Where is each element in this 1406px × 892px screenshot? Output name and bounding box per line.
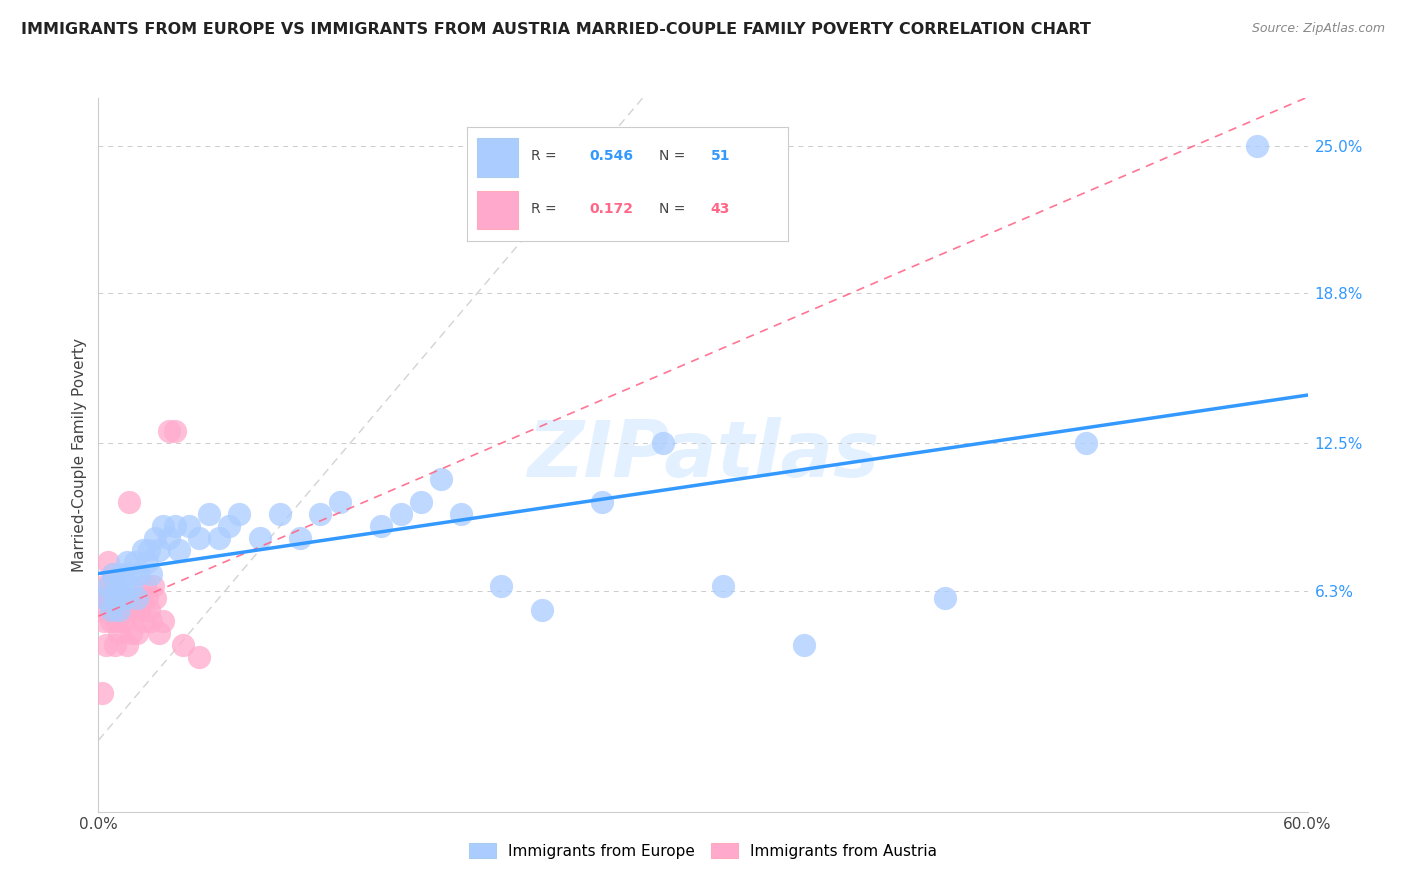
Point <box>89 602 111 616</box>
Point <box>135 555 157 569</box>
Point <box>120 626 142 640</box>
Point <box>198 508 221 522</box>
Point <box>934 591 956 605</box>
Point <box>409 495 432 509</box>
Point <box>93 579 115 593</box>
Point <box>530 602 553 616</box>
Point <box>110 602 132 616</box>
Point <box>118 566 141 581</box>
Point <box>152 519 174 533</box>
Legend: Immigrants from Europe, Immigrants from Austria: Immigrants from Europe, Immigrants from … <box>463 837 943 864</box>
Point <box>96 591 118 605</box>
Point <box>105 579 128 593</box>
Point <box>129 591 152 605</box>
Point <box>93 591 115 605</box>
Point <box>430 472 453 486</box>
Text: ZIPatlas: ZIPatlas <box>527 417 879 493</box>
Point <box>139 615 162 629</box>
Point <box>124 555 146 569</box>
Point <box>115 638 138 652</box>
Point <box>96 638 118 652</box>
Point <box>132 615 155 629</box>
Point <box>135 591 157 605</box>
Point <box>118 495 141 509</box>
Point <box>269 508 291 522</box>
Point <box>114 591 136 605</box>
Point <box>143 591 166 605</box>
Point <box>128 566 150 581</box>
Point <box>105 615 128 629</box>
Point <box>218 519 240 533</box>
Text: Source: ZipAtlas.com: Source: ZipAtlas.com <box>1251 22 1385 36</box>
Point <box>793 638 815 652</box>
Point <box>124 591 146 605</box>
Point <box>97 591 120 605</box>
Point <box>157 424 180 438</box>
Point <box>111 579 134 593</box>
Point <box>389 508 412 522</box>
Point <box>128 602 150 616</box>
Point <box>97 555 120 569</box>
Point <box>111 615 134 629</box>
Point <box>138 543 160 558</box>
Point <box>114 591 136 605</box>
Point <box>651 436 673 450</box>
Point <box>105 579 128 593</box>
Point <box>115 555 138 569</box>
Point <box>121 602 143 616</box>
Point <box>125 591 148 605</box>
Point <box>132 543 155 558</box>
Point <box>591 495 613 509</box>
Point <box>139 566 162 581</box>
Point <box>93 615 115 629</box>
Point <box>370 519 392 533</box>
Point <box>163 424 186 438</box>
Point <box>100 579 122 593</box>
Point <box>101 602 124 616</box>
Point <box>120 579 142 593</box>
Point <box>491 579 513 593</box>
Point <box>167 543 190 558</box>
Point <box>143 531 166 545</box>
Point <box>107 591 129 605</box>
Point <box>1246 138 1268 153</box>
Point <box>142 579 165 593</box>
Point <box>228 508 250 522</box>
Point <box>101 566 124 581</box>
Point <box>103 591 125 605</box>
Point <box>188 650 211 665</box>
Point <box>309 508 332 522</box>
Point <box>1074 436 1097 450</box>
Point <box>152 615 174 629</box>
Point <box>148 543 170 558</box>
Point <box>100 615 122 629</box>
Point <box>288 531 311 545</box>
Point <box>107 602 129 616</box>
Point <box>107 626 129 640</box>
Point <box>110 566 132 581</box>
Point <box>101 566 124 581</box>
Point <box>711 579 734 593</box>
Point <box>91 686 114 700</box>
Point <box>208 531 231 545</box>
Point <box>134 579 156 593</box>
Point <box>97 579 120 593</box>
Point <box>163 519 186 533</box>
Point <box>172 638 194 652</box>
Point <box>157 531 180 545</box>
Point <box>103 638 125 652</box>
Point <box>329 495 352 509</box>
Point <box>179 519 201 533</box>
Point <box>125 626 148 640</box>
Point <box>103 591 125 605</box>
Text: IMMIGRANTS FROM EUROPE VS IMMIGRANTS FROM AUSTRIA MARRIED-COUPLE FAMILY POVERTY : IMMIGRANTS FROM EUROPE VS IMMIGRANTS FRO… <box>21 22 1091 37</box>
Point <box>450 508 472 522</box>
Point <box>100 602 122 616</box>
Point <box>148 626 170 640</box>
Y-axis label: Married-Couple Family Poverty: Married-Couple Family Poverty <box>72 338 87 572</box>
Point <box>249 531 271 545</box>
Point <box>188 531 211 545</box>
Point <box>138 602 160 616</box>
Point <box>118 602 141 616</box>
